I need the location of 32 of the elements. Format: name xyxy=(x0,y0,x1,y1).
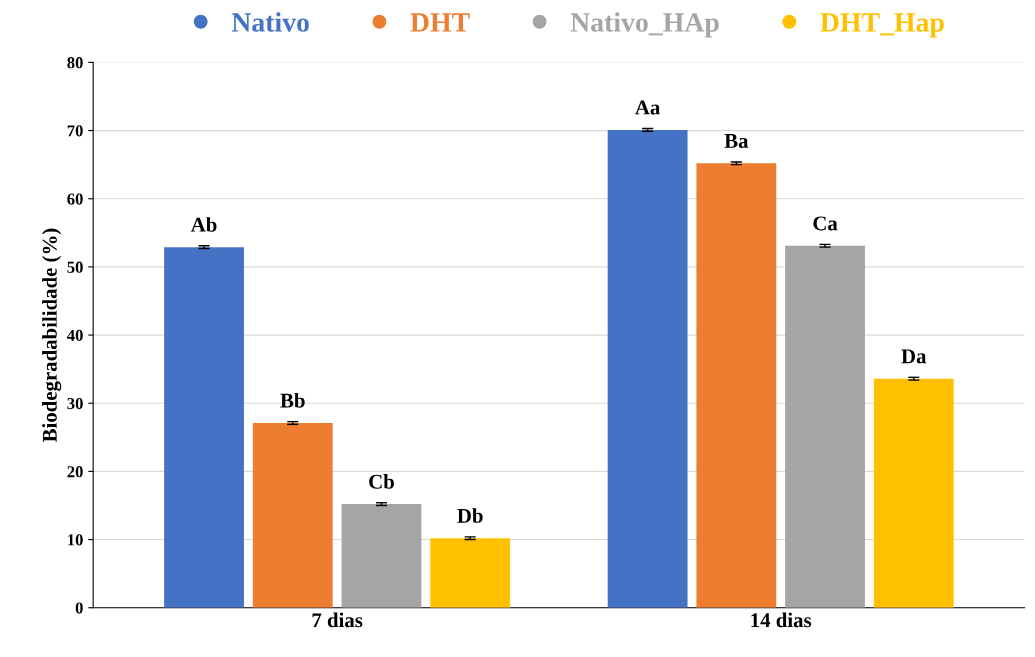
y-tick-label: 10 xyxy=(68,534,83,546)
bar xyxy=(341,504,422,608)
y-tick-label: 70 xyxy=(67,125,83,137)
bar xyxy=(785,245,865,608)
y-tick-label: 30 xyxy=(67,397,83,410)
y-tick-label: 20 xyxy=(67,466,83,478)
data-label: Ca xyxy=(813,216,838,231)
data-label: Ba xyxy=(724,134,749,148)
y-axis-title: Biodegradabilidade (%) xyxy=(42,228,62,443)
y-tick-label: 40 xyxy=(66,329,83,342)
bar xyxy=(696,163,777,608)
legend-label: Nativo xyxy=(231,12,309,32)
y-tick-label: 60 xyxy=(67,193,83,205)
data-label: Cb xyxy=(369,474,394,489)
data-label: Db xyxy=(457,508,483,523)
data-label: Da xyxy=(901,349,927,364)
bar xyxy=(873,378,954,608)
bar xyxy=(607,129,688,608)
data-label: Ab xyxy=(190,217,217,232)
legend-label: Nativo_HAp xyxy=(570,12,719,38)
bar xyxy=(430,538,511,608)
x-tick-label: 7 dias xyxy=(312,612,363,628)
x-tick-label: 14 dias xyxy=(751,612,812,628)
y-tick-label: 0 xyxy=(75,602,83,614)
bar xyxy=(252,423,333,608)
y-tick-label: 80 xyxy=(67,57,83,69)
legend-label: DHT_Hap xyxy=(820,13,944,38)
y-tick-label: 50 xyxy=(67,261,83,273)
legend-label: DHT xyxy=(410,13,470,32)
data-label: Bb xyxy=(280,393,305,408)
bar xyxy=(164,247,244,608)
data-label: Aa xyxy=(635,100,661,115)
